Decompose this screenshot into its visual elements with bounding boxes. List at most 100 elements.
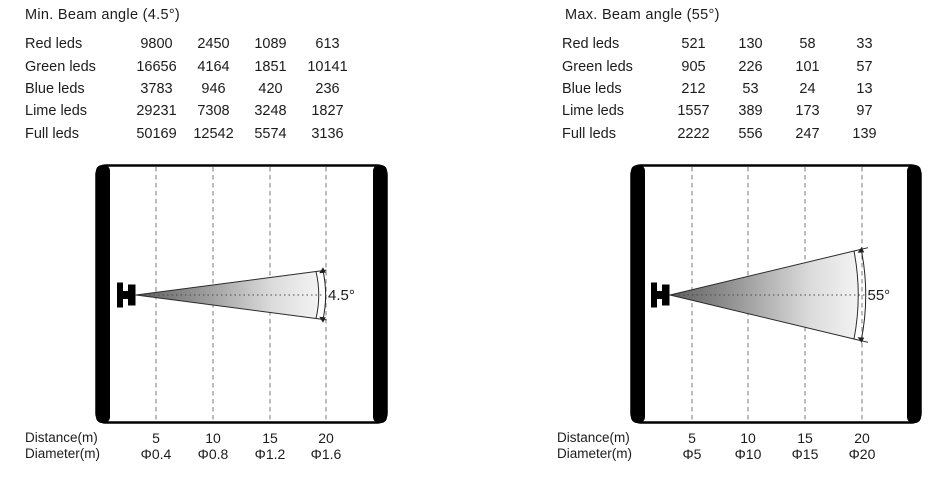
led-value: 7308 xyxy=(197,103,230,120)
diameter-tick: Φ0.4 xyxy=(140,446,172,462)
led-value: 4164 xyxy=(197,58,230,75)
distance-tick: 10 xyxy=(205,430,221,446)
wall-right xyxy=(907,165,921,423)
angle-arc xyxy=(860,248,867,342)
led-value: 1827 xyxy=(311,103,344,120)
led-row-label: Full leds xyxy=(25,125,79,142)
table-row: Red leds 521 130 58 33 xyxy=(562,33,893,55)
led-row-label: Green leds xyxy=(25,58,96,75)
led-value: 3783 xyxy=(140,80,173,97)
led-value: 29231 xyxy=(136,103,177,120)
led-value: 389 xyxy=(738,103,763,120)
led-value: 3136 xyxy=(311,125,344,142)
distance-axis-label: Distance(m) xyxy=(25,430,98,445)
wall-left xyxy=(631,165,645,423)
led-value: 12542 xyxy=(193,125,234,142)
max-beam-led-table: Red leds 521 130 58 33 Green leds 905 22… xyxy=(562,33,893,145)
led-row-label: Blue leds xyxy=(25,80,85,97)
led-value: 5574 xyxy=(254,125,287,142)
led-value: 139 xyxy=(852,125,877,142)
led-value: 33 xyxy=(856,36,873,53)
wall-right xyxy=(373,165,387,423)
arc-arrow-bottom xyxy=(857,337,865,343)
led-value: 521 xyxy=(681,36,706,53)
led-value: 212 xyxy=(681,80,706,97)
led-row-label: Lime leds xyxy=(562,103,625,120)
led-value: 57 xyxy=(856,58,873,75)
led-value: 226 xyxy=(738,58,763,75)
led-value: 556 xyxy=(738,125,763,142)
diameter-tick: Φ20 xyxy=(848,446,876,462)
led-value: 13 xyxy=(856,80,873,97)
table-row: Full leds 2222 556 247 139 xyxy=(562,123,893,145)
distance-axis-label: Distance(m) xyxy=(557,430,630,445)
led-row-label: Red leds xyxy=(562,36,620,53)
led-value: 1089 xyxy=(254,36,287,53)
distance-tick: 5 xyxy=(152,430,160,446)
diameter-tick: Φ0.8 xyxy=(197,446,229,462)
led-value: 130 xyxy=(738,36,763,53)
min-beam-diagram: 4.5° xyxy=(95,164,388,424)
angle-arc xyxy=(322,268,327,322)
diameter-axis-label: Diameter(m) xyxy=(557,446,633,461)
max-beam-title: Max. Beam angle (55°) xyxy=(565,7,720,23)
led-value: 946 xyxy=(201,80,226,97)
max-beam-diagram: 55° xyxy=(630,164,922,424)
led-value: 97 xyxy=(856,103,873,120)
min-beam-title: Min. Beam angle (4.5°) xyxy=(25,7,181,23)
table-row: Blue leds 212 53 24 13 xyxy=(562,78,893,100)
led-value: 53 xyxy=(742,80,759,97)
distance-tick: 20 xyxy=(854,430,870,446)
table-row: Red leds 9800 2450 1089 613 xyxy=(25,33,356,55)
led-value: 1851 xyxy=(254,58,287,75)
diameter-tick: Φ5 xyxy=(682,446,702,462)
led-value: 236 xyxy=(315,80,340,97)
led-value: 247 xyxy=(795,125,820,142)
table-row: Lime leds 1557 389 173 97 xyxy=(562,100,893,122)
led-value: 613 xyxy=(315,36,340,53)
diameter-tick: Φ10 xyxy=(734,446,762,462)
angle-label: 55° xyxy=(868,287,891,304)
table-row: Green leds 16656 4164 1851 10141 xyxy=(25,55,356,77)
led-value: 3248 xyxy=(254,103,287,120)
led-value: 58 xyxy=(799,36,816,53)
led-row-label: Full leds xyxy=(562,125,616,142)
led-value: 2450 xyxy=(197,36,230,53)
fixture-icon xyxy=(651,282,670,308)
table-row: Green leds 905 226 101 57 xyxy=(562,55,893,77)
led-value: 24 xyxy=(799,80,816,97)
led-value: 9800 xyxy=(140,36,173,53)
distance-tick: 15 xyxy=(262,430,278,446)
led-row-label: Green leds xyxy=(562,58,633,75)
led-value: 10141 xyxy=(307,58,348,75)
min-beam-led-table: Red leds 9800 2450 1089 613 Green leds 1… xyxy=(25,33,356,145)
led-row-label: Blue leds xyxy=(562,80,622,97)
led-value: 2222 xyxy=(677,125,710,142)
led-value: 101 xyxy=(795,58,820,75)
diameter-axis-label: Diameter(m) xyxy=(25,446,101,461)
angle-label: 4.5° xyxy=(328,287,355,304)
led-value: 1557 xyxy=(677,103,710,120)
wall-left xyxy=(96,165,110,423)
diameter-tick: Φ1.2 xyxy=(254,446,286,462)
led-row-label: Red leds xyxy=(25,36,83,53)
led-value: 420 xyxy=(258,80,283,97)
distance-tick: 5 xyxy=(688,430,696,446)
table-row: Blue leds 3783 946 420 236 xyxy=(25,78,356,100)
arc-arrow-top xyxy=(319,267,326,274)
fixture-icon xyxy=(117,282,136,308)
led-value: 16656 xyxy=(136,58,177,75)
arc-arrow-bottom xyxy=(319,316,326,323)
led-value: 50169 xyxy=(136,125,177,142)
diameter-tick: Φ15 xyxy=(791,446,819,462)
table-row: Lime leds 29231 7308 3248 1827 xyxy=(25,100,356,122)
distance-tick: 15 xyxy=(797,430,813,446)
led-value: 905 xyxy=(681,58,706,75)
arc-arrow-top xyxy=(857,247,865,253)
table-row: Full leds 50169 12542 5574 3136 xyxy=(25,123,356,145)
distance-tick: 20 xyxy=(318,430,334,446)
diameter-tick: Φ1.6 xyxy=(310,446,342,462)
led-value: 173 xyxy=(795,103,820,120)
distance-tick: 10 xyxy=(740,430,756,446)
